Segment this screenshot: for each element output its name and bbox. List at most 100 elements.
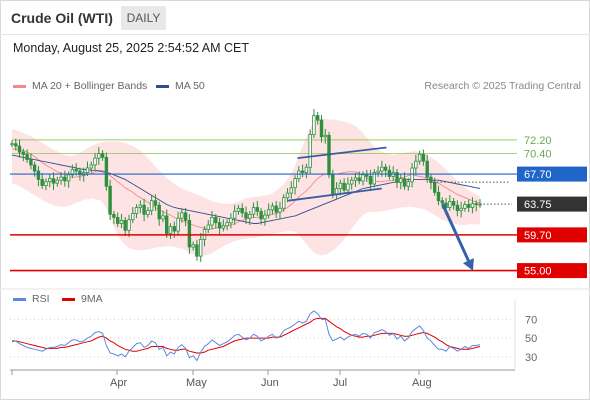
candle-body xyxy=(417,153,422,162)
candle-body xyxy=(414,160,418,169)
candle-body xyxy=(25,153,29,161)
candle-body xyxy=(278,207,282,213)
candle-body xyxy=(300,170,305,173)
candle-body xyxy=(17,145,22,153)
candle-body xyxy=(127,219,131,231)
candle-body xyxy=(334,188,339,195)
rsi-tick-50: 50 xyxy=(525,333,537,345)
candle-body xyxy=(10,143,14,146)
candle-body xyxy=(51,178,56,184)
trendline-2 xyxy=(288,187,382,202)
candle-body xyxy=(36,170,41,180)
legend-rsi-label: RSI xyxy=(32,293,50,305)
x-tick-label: May xyxy=(186,377,207,389)
candle-body xyxy=(221,225,226,229)
candle-body xyxy=(176,217,180,232)
candle-body xyxy=(225,222,229,227)
candle-body xyxy=(459,207,463,212)
candle-body xyxy=(104,156,109,187)
candle-body xyxy=(361,174,365,182)
header-divider xyxy=(0,34,590,35)
candle-body xyxy=(285,192,290,199)
candle-body xyxy=(48,178,52,183)
candle-body xyxy=(59,176,63,181)
candle-body xyxy=(451,200,456,206)
legend-9ma: 9MA xyxy=(62,293,103,305)
candle-body xyxy=(78,170,82,176)
candle-body xyxy=(134,207,139,214)
candle-body xyxy=(315,115,320,121)
legend-rsi: RSI xyxy=(13,293,50,305)
candle-body xyxy=(172,226,176,232)
candle-body xyxy=(376,170,380,173)
candle-body xyxy=(217,222,222,229)
candle-body xyxy=(29,159,33,166)
candle-body xyxy=(168,226,173,234)
candle-body xyxy=(131,213,135,221)
trendline-1 xyxy=(297,146,387,160)
candle-body xyxy=(259,210,263,220)
candle-body xyxy=(108,185,112,215)
candle-body xyxy=(123,219,127,231)
candle-body xyxy=(97,153,101,159)
candle-body xyxy=(100,153,105,158)
candle-body xyxy=(191,244,195,248)
candle-body xyxy=(410,167,414,183)
candle-body xyxy=(368,175,373,185)
level-label-last_price-2: 63.75 xyxy=(524,199,552,211)
candle-body xyxy=(44,181,48,186)
candle-body xyxy=(138,204,142,208)
candle-body xyxy=(214,216,218,224)
candle-body xyxy=(183,212,188,221)
level-box-support-3 xyxy=(517,227,587,243)
candle-body xyxy=(74,169,78,172)
legend-ma50: MA 50 xyxy=(156,80,205,92)
candle-body xyxy=(248,213,252,219)
candle-body xyxy=(229,217,233,224)
candle-body xyxy=(319,119,324,138)
candle-body xyxy=(270,205,275,211)
candle-body xyxy=(293,178,297,189)
9ma-swatch xyxy=(62,297,75,301)
candle-body xyxy=(210,216,214,226)
x-tick-label: Apr xyxy=(110,377,127,389)
candle-body xyxy=(470,203,475,208)
candle-body xyxy=(436,191,441,202)
candle-body xyxy=(70,169,75,176)
rsi-tick-30: 30 xyxy=(525,352,537,364)
ma50-swatch xyxy=(156,84,169,88)
candle-body xyxy=(349,179,354,185)
candle-body xyxy=(195,244,199,257)
candle-body xyxy=(357,177,361,182)
level-label-pivot-1: 67.70 xyxy=(524,169,552,181)
candle-body xyxy=(365,174,369,177)
candle-body xyxy=(153,200,158,206)
candle-body xyxy=(440,200,444,204)
level-label-support-4: 55.00 xyxy=(524,266,552,278)
level-box-pivot-1 xyxy=(517,166,587,182)
candle-body xyxy=(421,153,426,162)
candle-body xyxy=(236,207,241,212)
candle-body xyxy=(395,172,399,183)
forecast-arrow-shaft xyxy=(441,203,470,262)
x-tick-label: Aug xyxy=(412,377,432,389)
candle-body xyxy=(240,207,244,214)
candle-body xyxy=(255,207,259,212)
candle-body xyxy=(198,238,203,257)
candle-body xyxy=(372,172,376,185)
candle-body xyxy=(63,176,67,182)
candle-body xyxy=(93,157,97,166)
candle-body xyxy=(432,181,437,193)
candle-body xyxy=(232,210,237,219)
candle-body xyxy=(304,166,309,173)
x-tick-label: Jul xyxy=(333,377,347,389)
candle-body xyxy=(251,207,256,215)
candle-body xyxy=(266,209,271,216)
timeframe-button[interactable]: DAILY xyxy=(121,6,166,30)
candle-body xyxy=(398,178,403,183)
candle-body xyxy=(323,134,327,138)
candle-body xyxy=(180,212,184,219)
legend-9ma-label: 9MA xyxy=(81,293,103,305)
rsi-tick-70: 70 xyxy=(525,314,537,326)
candle-body xyxy=(85,167,90,173)
